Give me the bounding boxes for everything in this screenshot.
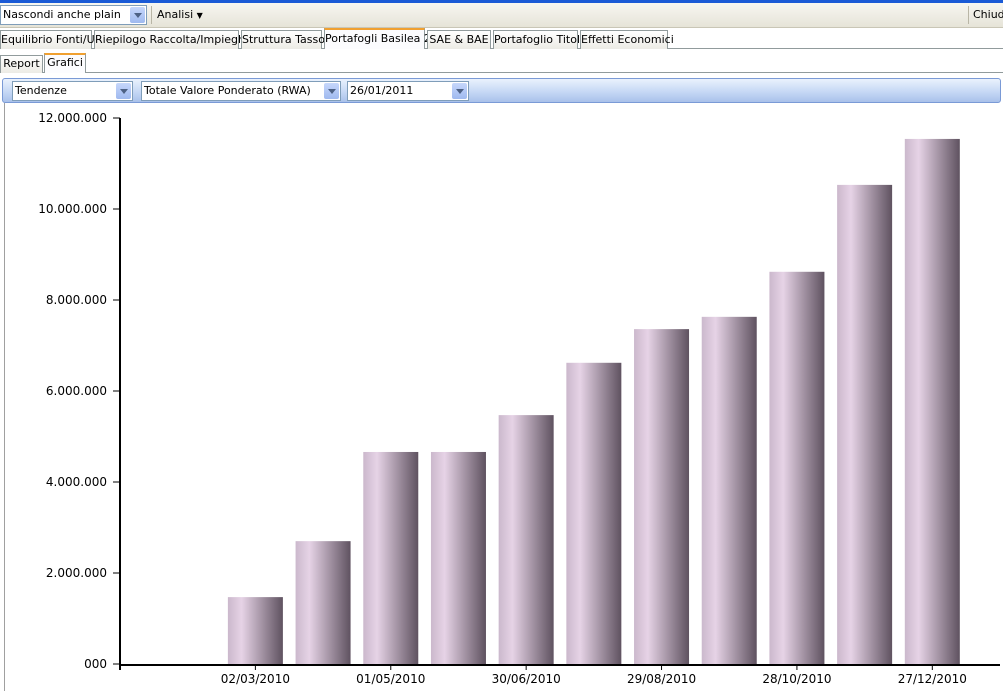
- close-button[interactable]: Chiudi: [973, 8, 1003, 21]
- x-tick-label: 30/06/2010: [492, 672, 561, 686]
- filter-select[interactable]: Tendenze: [12, 81, 133, 101]
- title-strip: [0, 0, 1003, 3]
- bar: [295, 541, 351, 664]
- dropdown-arrow: [130, 7, 145, 23]
- y-tick-label: 4.000.000: [46, 475, 107, 489]
- separator: [151, 6, 152, 24]
- subtab[interactable]: Report: [0, 55, 43, 73]
- separator: [968, 6, 969, 24]
- y-tick-label: 12.000.000: [38, 111, 107, 125]
- filter-select[interactable]: Totale Valore Ponderato (RWA): [141, 81, 341, 101]
- tab[interactable]: Effetti Economici: [580, 30, 674, 49]
- tab[interactable]: Portafoglio Titoli: [493, 30, 583, 49]
- view-select[interactable]: Nascondi anche plain: [0, 5, 147, 25]
- toolbar: [0, 3, 1003, 28]
- subtab-line: [0, 72, 1003, 73]
- bar: [430, 451, 486, 664]
- menu-text: Analisi: [157, 8, 194, 21]
- bar: [566, 362, 622, 664]
- filter-text: Totale Valore Ponderato (RWA): [144, 84, 311, 97]
- x-tick-label: 01/05/2010: [356, 672, 425, 686]
- filter-text: Tendenze: [15, 84, 67, 97]
- tab-active[interactable]: Portafogli Basilea 2: [324, 28, 431, 49]
- y-tick-label: 10.000.000: [38, 202, 107, 216]
- tab[interactable]: Struttura Tasso: [241, 30, 325, 49]
- y-tick-label: 2.000.000: [46, 566, 107, 580]
- x-tick-label: 29/08/2010: [627, 672, 696, 686]
- menu-button[interactable]: Analisi ▼: [157, 8, 203, 24]
- bar: [363, 451, 419, 664]
- bar: [227, 597, 283, 664]
- bar: [701, 316, 757, 664]
- filter-select[interactable]: 26/01/2011: [347, 81, 469, 101]
- x-tick-label: 27/12/2010: [898, 672, 967, 686]
- subtab-active[interactable]: Grafici: [44, 53, 86, 73]
- tab[interactable]: Riepilogo Raccolta/Impieghi: [94, 30, 248, 49]
- y-tick-label: 8.000.000: [46, 293, 107, 307]
- bar: [769, 271, 825, 664]
- dropdown-arrow: [452, 83, 467, 99]
- menu-arrow: ▼: [196, 11, 203, 20]
- tab[interactable]: SAE & BAE: [427, 30, 491, 49]
- bar: [904, 138, 960, 664]
- tab[interactable]: Equilibrio Fonti/Usi: [0, 30, 103, 49]
- view-select-text: Nascondi anche plain: [3, 8, 121, 21]
- dropdown-arrow: [116, 83, 131, 99]
- bar: [498, 415, 554, 664]
- x-tick-label: 02/03/2010: [221, 672, 290, 686]
- filter-text: 26/01/2011: [350, 84, 414, 97]
- bar: [837, 184, 893, 664]
- x-tick-label: 28/10/2010: [762, 672, 831, 686]
- y-tick-label: 000: [84, 657, 107, 671]
- chart: 000 2.000.000 4.000.000 6.000.000 8.000.000 1…: [4, 103, 1000, 691]
- dropdown-arrow: [324, 83, 339, 99]
- bar: [634, 329, 690, 664]
- y-tick-label: 6.000.000: [46, 384, 107, 398]
